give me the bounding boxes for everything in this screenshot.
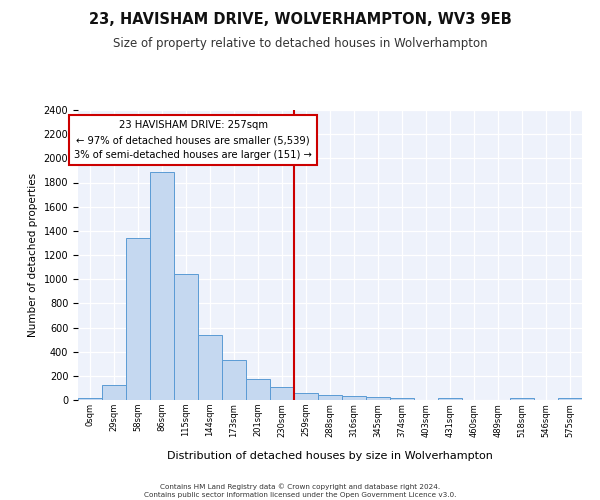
Bar [126, 238, 150, 400]
Text: Contains HM Land Registry data © Crown copyright and database right 2024.
Contai: Contains HM Land Registry data © Crown c… [144, 484, 456, 498]
Bar [342, 396, 366, 400]
Bar [246, 380, 270, 400]
Text: 23, HAVISHAM DRIVE, WOLVERHAMPTON, WV3 9EB: 23, HAVISHAM DRIVE, WOLVERHAMPTON, WV3 9… [89, 12, 511, 28]
Bar [150, 172, 174, 400]
Text: 23 HAVISHAM DRIVE: 257sqm
← 97% of detached houses are smaller (5,539)
3% of sem: 23 HAVISHAM DRIVE: 257sqm ← 97% of detac… [74, 120, 312, 160]
Bar [102, 385, 126, 400]
Bar [270, 386, 294, 400]
Bar [78, 398, 102, 400]
Bar [390, 398, 414, 400]
Text: Size of property relative to detached houses in Wolverhampton: Size of property relative to detached ho… [113, 38, 487, 51]
Bar [318, 395, 342, 400]
Bar [558, 398, 582, 400]
Bar [366, 397, 390, 400]
Y-axis label: Number of detached properties: Number of detached properties [28, 173, 38, 337]
Bar [510, 398, 534, 400]
X-axis label: Distribution of detached houses by size in Wolverhampton: Distribution of detached houses by size … [167, 450, 493, 460]
Bar [294, 394, 318, 400]
Bar [438, 398, 462, 400]
Bar [174, 274, 198, 400]
Bar [198, 335, 222, 400]
Bar [222, 360, 246, 400]
